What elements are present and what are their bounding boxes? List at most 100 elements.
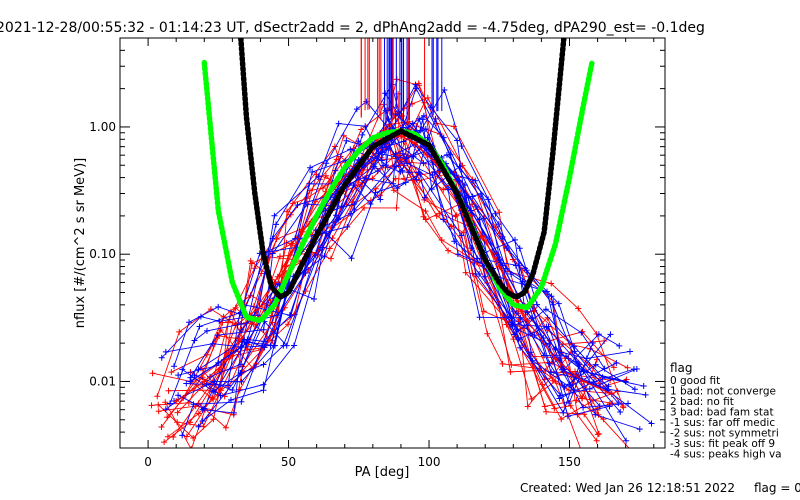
footer-flag: flag = 0 [754, 481, 800, 495]
trace-marker [606, 403, 613, 410]
individual-trace [177, 131, 618, 427]
trace-marker [463, 194, 470, 201]
trace-marker [229, 387, 236, 394]
trace-marker [515, 336, 522, 343]
trace-marker [420, 213, 427, 220]
trace-marker [322, 172, 329, 179]
trace-marker [539, 381, 546, 388]
trace-marker [402, 179, 409, 186]
series-red-marker [173, 398, 180, 405]
trace-marker [636, 426, 643, 433]
trace-marker [390, 180, 397, 187]
trace-marker [627, 348, 634, 355]
legend-entry: 2 bad: no fit [670, 396, 734, 408]
trace-marker [516, 262, 523, 269]
y-tick-label: 0.10 [89, 247, 116, 261]
trace-marker [529, 357, 536, 364]
trace-marker [400, 138, 407, 145]
trace-marker [220, 313, 227, 320]
trace-marker [203, 327, 210, 334]
individual-trace [181, 164, 609, 436]
trace-marker [481, 273, 488, 280]
trace-marker [374, 167, 381, 174]
trace-marker [343, 137, 350, 144]
trace-marker [424, 134, 431, 141]
trace-marker [311, 296, 318, 303]
trace-marker [509, 322, 516, 329]
trace-marker [410, 153, 417, 160]
trace-marker [247, 257, 254, 264]
trace-marker [594, 431, 601, 438]
trace-marker [161, 439, 168, 446]
series-blue-marker [622, 378, 629, 385]
trace-marker [541, 403, 548, 410]
trace-marker [285, 321, 292, 328]
trace-marker [524, 403, 531, 410]
trace-marker [174, 419, 181, 426]
trace-marker [496, 209, 503, 216]
trace-marker [309, 168, 316, 175]
series-red-marker [524, 317, 531, 324]
trace-marker [616, 342, 623, 349]
trace-marker [241, 336, 248, 343]
trace-marker [541, 352, 548, 359]
trace-marker [510, 336, 517, 343]
trace-marker [222, 424, 229, 431]
legend-entry: -3 sus: fit peak off 9 [670, 438, 775, 450]
trace-marker [329, 235, 336, 242]
trace-marker [165, 387, 172, 394]
trace-marker [420, 112, 427, 119]
trace-marker [260, 326, 267, 333]
trace-marker [440, 216, 447, 223]
trace-marker [260, 361, 267, 368]
trace-marker [451, 238, 458, 245]
trace-marker [495, 221, 502, 228]
series-red-marker [608, 390, 615, 397]
trace-marker [556, 395, 563, 402]
series-red-marker [580, 378, 587, 385]
trace-marker [333, 156, 340, 163]
trace-marker [291, 342, 298, 349]
trace-marker [508, 361, 515, 368]
trace-marker [474, 255, 481, 262]
legend-entry: 3 bad: bad fam stat [670, 407, 774, 419]
x-tick-label: 100 [418, 455, 441, 469]
trace-marker [429, 172, 436, 179]
legend-entry: -4 sus: peaks high va [670, 449, 782, 461]
trace-marker [361, 204, 368, 211]
trace-marker [358, 126, 365, 133]
trace-marker [480, 215, 487, 222]
trace-marker [513, 310, 520, 317]
trace-marker [393, 76, 400, 83]
trace-marker [596, 403, 603, 410]
trace-marker [401, 175, 408, 182]
trace-marker [613, 360, 620, 367]
trace-marker [400, 150, 407, 157]
trace-marker [175, 392, 182, 399]
trace-marker [335, 120, 342, 127]
trace-marker [394, 185, 401, 192]
trace-marker [154, 393, 161, 400]
trace-marker [578, 329, 585, 336]
trace-marker [472, 177, 479, 184]
trace-marker [378, 157, 385, 164]
trace-marker [412, 81, 419, 88]
trace-marker [176, 328, 183, 335]
x-tick-label: 50 [281, 455, 296, 469]
trace-marker [617, 408, 624, 415]
y-axis-label: nflux [#/(cm^2 s sr MeV)] [73, 158, 88, 328]
trace-marker [211, 389, 218, 396]
trace-marker [236, 386, 243, 393]
individual-trace [166, 101, 613, 418]
trace-marker [511, 236, 518, 243]
series-blue-marker [468, 207, 475, 214]
trace-marker [558, 366, 565, 373]
trace-marker [592, 361, 599, 368]
trace-marker [445, 186, 452, 193]
trace-marker [162, 399, 169, 406]
trace-marker [564, 413, 571, 420]
trace-marker [548, 280, 555, 287]
trace-marker [517, 314, 524, 321]
chart-title: 2021-12-28/00:55:32 - 01:14:23 UT, dSect… [0, 20, 705, 36]
trace-marker [476, 270, 483, 277]
